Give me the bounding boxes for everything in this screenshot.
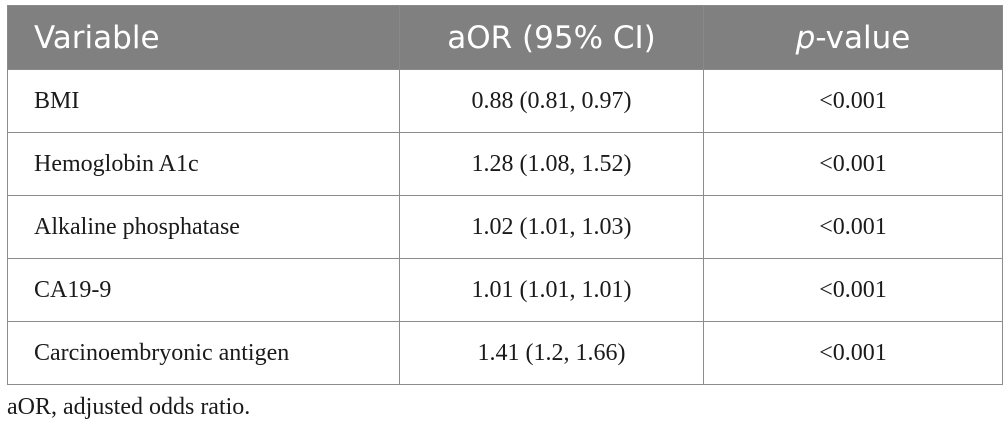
cell-variable: Alkaline phosphatase [7, 195, 400, 259]
header-row: Variable aOR (95% CI) p-value [7, 5, 1003, 70]
cell-variable: CA19-9 [7, 258, 400, 322]
table-row: CA19-9 1.01 (1.01, 1.01) <0.001 [7, 258, 1003, 322]
table-header: Variable aOR (95% CI) p-value [7, 5, 1003, 70]
table-footnote: aOR, adjusted odds ratio. [7, 394, 251, 420]
cell-variable: Hemoglobin A1c [7, 132, 400, 196]
cell-p-value: <0.001 [703, 321, 1003, 385]
table-row: Hemoglobin A1c 1.28 (1.08, 1.52) <0.001 [7, 132, 1003, 196]
cell-aor: 1.41 (1.2, 1.66) [399, 321, 704, 385]
cell-aor: 1.28 (1.08, 1.52) [399, 132, 704, 196]
cell-p-value: <0.001 [703, 258, 1003, 322]
table-row: Alkaline phosphatase 1.02 (1.01, 1.03) <… [7, 195, 1003, 259]
cell-aor: 1.01 (1.01, 1.01) [399, 258, 704, 322]
cell-aor: 0.88 (0.81, 0.97) [399, 69, 704, 133]
cell-p-value: <0.001 [703, 69, 1003, 133]
cell-aor: 1.02 (1.01, 1.03) [399, 195, 704, 259]
table-row: Carcinoembryonic antigen 1.41 (1.2, 1.66… [7, 321, 1003, 385]
results-table: Variable aOR (95% CI) p-value BMI 0.88 (… [7, 5, 1003, 385]
cell-variable: BMI [7, 69, 400, 133]
cell-p-value: <0.001 [703, 195, 1003, 259]
header-p-rest: -value [815, 19, 911, 56]
header-aor: aOR (95% CI) [399, 5, 704, 70]
cell-p-value: <0.001 [703, 132, 1003, 196]
results-table-container: Variable aOR (95% CI) p-value BMI 0.88 (… [7, 5, 1003, 385]
table-row: BMI 0.88 (0.81, 0.97) <0.001 [7, 69, 1003, 133]
header-variable: Variable [7, 5, 400, 70]
table-body: BMI 0.88 (0.81, 0.97) <0.001 Hemoglobin … [7, 69, 1003, 385]
header-p-italic: p [795, 19, 816, 56]
cell-variable: Carcinoembryonic antigen [7, 321, 400, 385]
header-p-value: p-value [703, 5, 1003, 70]
